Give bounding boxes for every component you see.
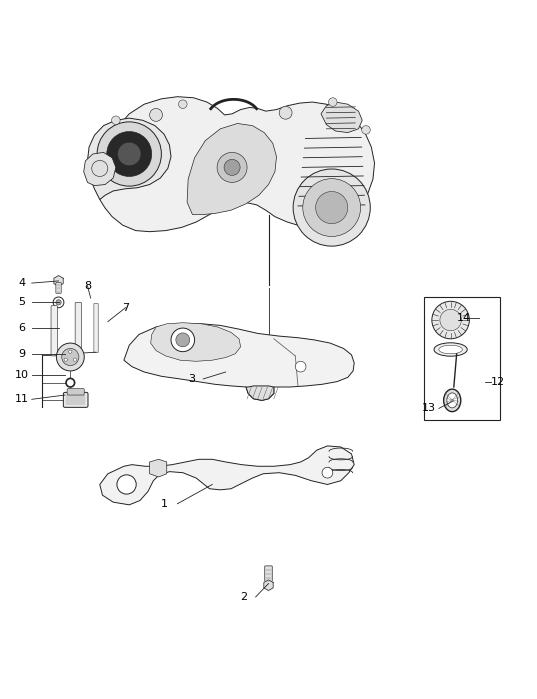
Text: 4: 4 xyxy=(19,278,26,288)
Circle shape xyxy=(62,348,79,366)
Text: 10: 10 xyxy=(15,370,29,380)
Text: 6: 6 xyxy=(19,323,26,333)
Polygon shape xyxy=(84,152,116,186)
Text: 12: 12 xyxy=(491,377,505,387)
FancyBboxPatch shape xyxy=(265,566,272,583)
Text: 14: 14 xyxy=(457,313,471,324)
Circle shape xyxy=(217,152,247,182)
FancyBboxPatch shape xyxy=(63,392,88,408)
Circle shape xyxy=(74,358,77,361)
Polygon shape xyxy=(124,324,354,401)
Circle shape xyxy=(97,122,162,186)
Circle shape xyxy=(329,98,337,106)
Ellipse shape xyxy=(444,389,461,412)
Polygon shape xyxy=(100,446,354,505)
Circle shape xyxy=(56,343,84,371)
Text: 8: 8 xyxy=(84,281,91,291)
Circle shape xyxy=(279,106,292,120)
Polygon shape xyxy=(88,118,171,199)
Circle shape xyxy=(92,161,108,177)
Circle shape xyxy=(53,297,64,308)
FancyBboxPatch shape xyxy=(67,389,84,395)
Ellipse shape xyxy=(434,343,467,356)
Text: 3: 3 xyxy=(188,374,195,384)
Circle shape xyxy=(150,108,163,122)
Circle shape xyxy=(118,142,141,166)
FancyBboxPatch shape xyxy=(51,305,57,356)
Circle shape xyxy=(440,310,461,331)
Circle shape xyxy=(66,378,75,387)
Circle shape xyxy=(176,333,190,347)
Polygon shape xyxy=(187,124,277,215)
Circle shape xyxy=(112,116,120,124)
Circle shape xyxy=(171,328,194,352)
Circle shape xyxy=(316,192,348,224)
Circle shape xyxy=(56,300,61,305)
Circle shape xyxy=(64,358,67,361)
Circle shape xyxy=(432,301,469,339)
Circle shape xyxy=(293,169,371,246)
Circle shape xyxy=(362,126,371,134)
Polygon shape xyxy=(264,579,273,591)
Polygon shape xyxy=(151,323,241,361)
Text: 13: 13 xyxy=(422,403,436,413)
Ellipse shape xyxy=(439,345,462,354)
FancyBboxPatch shape xyxy=(94,303,98,353)
Text: 7: 7 xyxy=(122,303,129,312)
Text: 5: 5 xyxy=(19,297,26,308)
Text: 1: 1 xyxy=(161,499,168,509)
Polygon shape xyxy=(100,96,374,231)
Circle shape xyxy=(303,179,361,236)
Circle shape xyxy=(107,131,152,177)
Text: 11: 11 xyxy=(15,394,29,404)
Circle shape xyxy=(69,350,72,353)
Circle shape xyxy=(117,475,136,494)
Ellipse shape xyxy=(447,393,458,408)
FancyBboxPatch shape xyxy=(56,282,61,294)
Circle shape xyxy=(224,159,240,175)
Polygon shape xyxy=(321,102,362,133)
Text: 9: 9 xyxy=(19,349,26,359)
Circle shape xyxy=(178,100,187,108)
Polygon shape xyxy=(150,459,166,477)
Circle shape xyxy=(295,361,306,372)
Circle shape xyxy=(322,468,333,478)
Polygon shape xyxy=(246,386,274,401)
FancyBboxPatch shape xyxy=(75,303,82,357)
Text: 2: 2 xyxy=(240,592,248,602)
Polygon shape xyxy=(54,275,63,287)
